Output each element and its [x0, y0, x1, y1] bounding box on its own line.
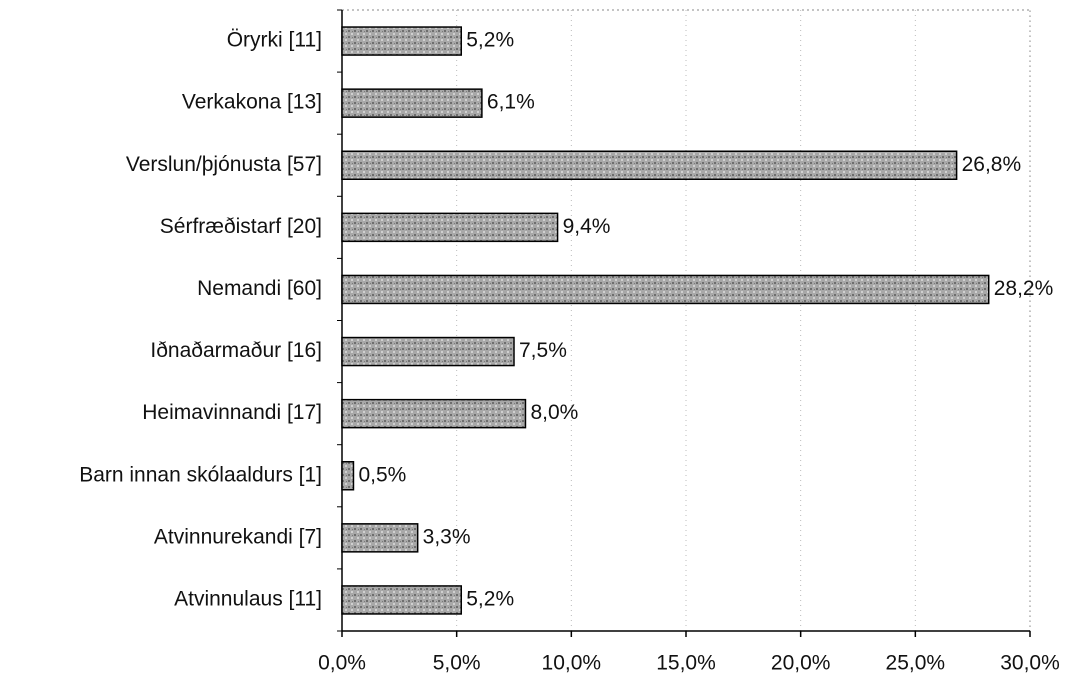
y-tick-label: Verslun/þjónusta [57]: [126, 153, 322, 176]
bar: [341, 585, 463, 615]
y-tick-label: Atvinnulaus [11]: [174, 587, 322, 610]
data-label: 0,5%: [358, 463, 406, 486]
bar: [341, 150, 958, 180]
y-tick-label: Heimavinnandi [17]: [142, 401, 322, 424]
bar: [341, 336, 515, 367]
bar: [341, 274, 990, 305]
data-label: 7,5%: [519, 339, 567, 362]
bar: [341, 398, 527, 429]
x-tick-label: 30,0%: [1000, 652, 1060, 675]
y-tick-label: Atvinnurekandi [7]: [154, 525, 322, 548]
bar: [341, 26, 463, 56]
x-tick-label: 20,0%: [771, 652, 831, 675]
data-label: 8,0%: [530, 401, 578, 424]
y-tick-label: Nemandi [60]: [197, 277, 322, 300]
bar: [341, 212, 559, 243]
data-label: 5,2%: [466, 29, 514, 52]
bar: [341, 461, 355, 491]
y-tick-label: Sérfræðistarf [20]: [160, 215, 322, 238]
data-label: 26,8%: [962, 153, 1022, 176]
x-tick-label: 10,0%: [542, 652, 602, 675]
bar: [341, 88, 483, 118]
data-label: 5,2%: [466, 587, 514, 610]
y-tick-label: Barn innan skólaaldurs [1]: [79, 463, 322, 486]
data-label: 6,1%: [487, 91, 535, 114]
x-tick-label: 0,0%: [318, 652, 366, 675]
bar: [341, 523, 419, 553]
data-label: 3,3%: [423, 525, 471, 548]
data-label: 9,4%: [563, 215, 611, 238]
x-tick-label: 15,0%: [656, 652, 716, 675]
x-tick-label: 25,0%: [886, 652, 946, 675]
y-tick-label: Öryrki [11]: [227, 29, 322, 52]
x-tick-label: 5,0%: [433, 652, 481, 675]
y-tick-label: Iðnaðarmaður [16]: [150, 339, 322, 362]
y-tick-label: Verkakona [13]: [182, 91, 322, 114]
data-label: 28,2%: [994, 277, 1054, 300]
